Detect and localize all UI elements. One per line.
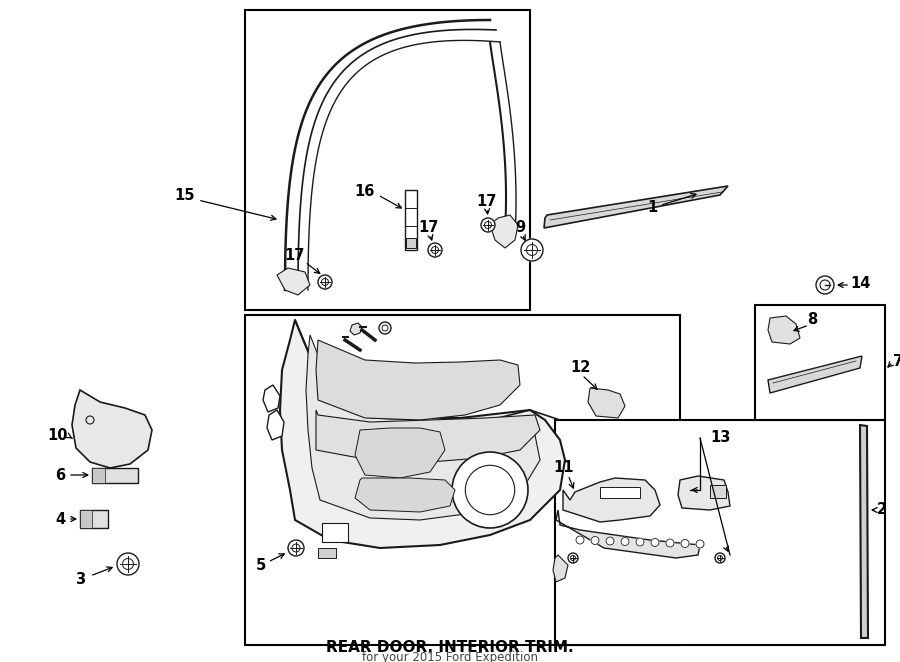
Circle shape: [651, 538, 659, 547]
Circle shape: [379, 322, 391, 334]
Polygon shape: [556, 510, 700, 558]
Polygon shape: [553, 555, 568, 582]
Text: 2: 2: [877, 502, 887, 518]
Text: 16: 16: [355, 185, 375, 199]
Text: 6: 6: [55, 467, 65, 483]
Text: for your 2015 Ford Expedition: for your 2015 Ford Expedition: [362, 651, 538, 662]
Polygon shape: [280, 320, 565, 548]
Circle shape: [481, 218, 495, 232]
Circle shape: [715, 553, 725, 563]
Text: REAR DOOR. INTERIOR TRIM.: REAR DOOR. INTERIOR TRIM.: [326, 641, 574, 655]
Circle shape: [681, 540, 689, 547]
Polygon shape: [710, 485, 726, 498]
Polygon shape: [316, 410, 540, 462]
Circle shape: [576, 536, 584, 544]
Polygon shape: [263, 385, 280, 412]
Polygon shape: [768, 316, 800, 344]
Polygon shape: [350, 323, 362, 335]
Polygon shape: [267, 410, 284, 440]
Bar: [755, 305, 885, 420]
Polygon shape: [92, 468, 138, 483]
Bar: [245, 315, 680, 645]
Circle shape: [591, 536, 599, 545]
Text: 3: 3: [75, 573, 86, 587]
Polygon shape: [277, 268, 310, 295]
Circle shape: [318, 275, 332, 289]
Circle shape: [816, 276, 834, 294]
Polygon shape: [80, 510, 92, 528]
Text: 11: 11: [554, 461, 574, 475]
Bar: [555, 420, 885, 645]
Polygon shape: [600, 487, 640, 498]
Text: 8: 8: [807, 312, 817, 328]
Polygon shape: [544, 186, 728, 228]
Bar: [245, 10, 530, 310]
Circle shape: [606, 537, 614, 545]
Text: 15: 15: [175, 187, 195, 203]
Text: 9: 9: [515, 220, 525, 236]
Polygon shape: [322, 523, 348, 542]
Circle shape: [696, 540, 704, 548]
Circle shape: [521, 239, 543, 261]
Text: 10: 10: [48, 428, 68, 442]
Polygon shape: [72, 390, 152, 468]
Text: 4: 4: [55, 512, 65, 526]
Polygon shape: [490, 215, 518, 248]
Polygon shape: [678, 476, 730, 510]
Text: 12: 12: [570, 361, 590, 375]
Circle shape: [568, 553, 578, 563]
Polygon shape: [563, 478, 660, 522]
Text: 17: 17: [284, 248, 305, 263]
Text: 5: 5: [256, 557, 266, 573]
Text: 17: 17: [418, 220, 438, 236]
Text: 7: 7: [893, 354, 900, 369]
Circle shape: [452, 452, 528, 528]
Polygon shape: [768, 356, 862, 393]
Text: 17: 17: [476, 195, 496, 209]
Polygon shape: [406, 238, 416, 248]
Circle shape: [428, 243, 442, 257]
Polygon shape: [92, 468, 105, 483]
Circle shape: [666, 539, 674, 547]
Polygon shape: [355, 478, 455, 512]
Polygon shape: [588, 388, 625, 418]
Text: 1: 1: [647, 193, 696, 216]
Circle shape: [621, 538, 629, 545]
Polygon shape: [306, 335, 540, 520]
Polygon shape: [318, 548, 336, 558]
Polygon shape: [860, 425, 868, 638]
Text: 14: 14: [850, 275, 870, 291]
Circle shape: [117, 553, 139, 575]
Circle shape: [288, 540, 304, 556]
Text: 13: 13: [710, 430, 730, 446]
Polygon shape: [405, 190, 417, 250]
Circle shape: [636, 538, 644, 546]
Polygon shape: [316, 340, 520, 420]
Polygon shape: [80, 510, 108, 528]
Polygon shape: [355, 428, 445, 478]
